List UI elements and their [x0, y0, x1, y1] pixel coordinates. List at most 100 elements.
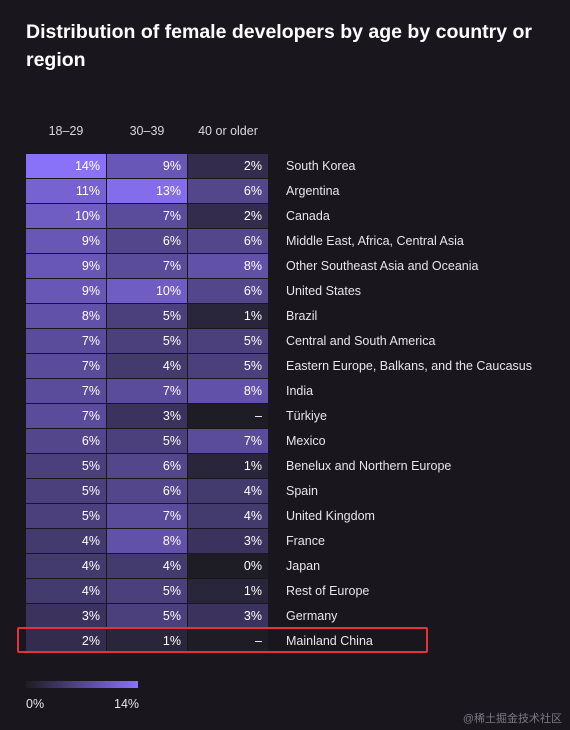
heatmap-cell: 8%	[188, 379, 268, 403]
heatmap-cell: 5%	[188, 329, 268, 353]
heatmap-cell: 9%	[26, 254, 106, 278]
heatmap-cell: –	[188, 404, 268, 428]
heatmap-cell: 4%	[188, 504, 268, 528]
heatmap-cell: 2%	[26, 629, 106, 653]
heatmap-cell: –	[188, 629, 268, 653]
heatmap-row: 7% 5% 5% Central and South America	[26, 329, 566, 353]
heatmap-cell: 4%	[107, 354, 187, 378]
row-label: Brazil	[286, 309, 318, 323]
heatmap-row: 9% 10% 6% United States	[26, 279, 566, 303]
heatmap-cell: 6%	[107, 454, 187, 478]
heatmap-cell: 7%	[188, 429, 268, 453]
row-label: Benelux and Northern Europe	[286, 459, 452, 473]
heatmap-row: 10% 7% 2% Canada	[26, 204, 566, 228]
heatmap-cell: 1%	[188, 579, 268, 603]
heatmap-cell: 6%	[107, 229, 187, 253]
heatmap-cell: 5%	[107, 429, 187, 453]
heatmap-row: 3% 5% 3% Germany	[26, 604, 566, 628]
row-label: Middle East, Africa, Central Asia	[286, 234, 464, 248]
heatmap-cell: 1%	[188, 454, 268, 478]
heatmap-cell: 4%	[26, 554, 106, 578]
row-label: India	[286, 384, 314, 398]
heatmap-cell: 7%	[26, 329, 106, 353]
chart-title: Distribution of female developers by age…	[26, 21, 533, 71]
heatmap-cell: 2%	[188, 204, 268, 228]
heatmap-cell: 1%	[188, 304, 268, 328]
heatmap-cell: 4%	[26, 579, 106, 603]
heatmap-cell: 5%	[188, 354, 268, 378]
heatmap-row: 4% 8% 3% France	[26, 529, 566, 553]
heatmap-cell: 8%	[107, 529, 187, 553]
heatmap-cell: 9%	[26, 229, 106, 253]
heatmap-row: 11% 13% 6% Argentina	[26, 179, 566, 203]
heatmap-cell: 5%	[107, 604, 187, 628]
heatmap-cell: 7%	[107, 379, 187, 403]
heatmap-cell: 14%	[26, 154, 106, 178]
heatmap-cell: 4%	[188, 479, 268, 503]
heatmap-cell: 8%	[188, 254, 268, 278]
row-label: Eastern Europe, Balkans, and the Caucasu…	[286, 359, 532, 373]
heatmap-row: 2% 1% – Mainland China	[26, 629, 566, 653]
row-label: Japan	[286, 559, 321, 573]
heatmap-row: 4% 5% 1% Rest of Europe	[26, 579, 566, 603]
heatmap-cell: 6%	[26, 429, 106, 453]
heatmap-row: 9% 7% 8% Other Southeast Asia and Oceania	[26, 254, 566, 278]
heatmap-row: 5% 6% 1% Benelux and Northern Europe	[26, 454, 566, 478]
row-label: Rest of Europe	[286, 584, 370, 598]
heatmap-cell: 6%	[107, 479, 187, 503]
heatmap-cell: 7%	[107, 254, 187, 278]
row-label: Spain	[286, 484, 318, 498]
highlight-box-mainland-china	[17, 627, 428, 653]
row-label: Central and South America	[286, 334, 436, 348]
row-label: South Korea	[286, 159, 356, 173]
column-header-30-39: 30–39	[129, 124, 165, 138]
heatmap-cell: 7%	[107, 504, 187, 528]
row-label: Canada	[286, 209, 330, 223]
watermark: @稀土掘金技术社区	[462, 713, 562, 725]
heatmap-cell: 7%	[26, 379, 106, 403]
color-scale-legend	[26, 681, 138, 688]
heatmap-row: 5% 7% 4% United Kingdom	[26, 504, 566, 528]
heatmap-cell: 5%	[107, 329, 187, 353]
column-header-40-plus: 40 or older	[198, 124, 258, 138]
heatmap-cell: 5%	[107, 579, 187, 603]
heatmap-row: 7% 3% – Türkiye	[26, 404, 566, 428]
heatmap-cell: 5%	[26, 504, 106, 528]
heatmap-cell: 8%	[26, 304, 106, 328]
heatmap-cell: 3%	[188, 604, 268, 628]
heatmap-row: 14% 9% 2% South Korea	[26, 154, 566, 178]
heatmap-cell: 6%	[188, 179, 268, 203]
legend-max-label: 14%	[114, 697, 140, 711]
row-label: Argentina	[286, 184, 340, 198]
heatmap-cell: 6%	[188, 229, 268, 253]
heatmap-cell: 10%	[107, 279, 187, 303]
heatmap-row: 8% 5% 1% Brazil	[26, 304, 566, 328]
heatmap-cell: 7%	[26, 404, 106, 428]
heatmap-row: 6% 5% 7% Mexico	[26, 429, 566, 453]
heatmap-cell: 6%	[188, 279, 268, 303]
heatmap-cell: 4%	[26, 529, 106, 553]
heatmap-cell: 9%	[107, 154, 187, 178]
heatmap-cell: 5%	[107, 304, 187, 328]
row-label: Germany	[286, 609, 338, 623]
heatmap-cell: 7%	[26, 354, 106, 378]
heatmap-cell: 3%	[188, 529, 268, 553]
legend-min-label: 0%	[26, 697, 45, 711]
heatmap-row: 9% 6% 6% Middle East, Africa, Central Asia	[26, 229, 566, 253]
heatmap-cell: 2%	[188, 154, 268, 178]
heatmap-cell: 4%	[107, 554, 187, 578]
heatmap-cell: 13%	[107, 179, 187, 203]
heatmap-cell: 9%	[26, 279, 106, 303]
heatmap-cell: 10%	[26, 204, 106, 228]
heatmap-cell: 1%	[107, 629, 187, 653]
heatmap-cell: 5%	[26, 479, 106, 503]
row-label: United States	[286, 284, 362, 298]
row-label: Mexico	[286, 434, 326, 448]
heatmap-cell: 3%	[107, 404, 187, 428]
row-label: Mainland China	[286, 634, 373, 648]
heatmap-cell: 7%	[107, 204, 187, 228]
row-label: Türkiye	[286, 409, 327, 423]
heatmap-row: 4% 4% 0% Japan	[26, 554, 566, 578]
heatmap-cell: 5%	[26, 454, 106, 478]
row-label: United Kingdom	[286, 509, 375, 523]
